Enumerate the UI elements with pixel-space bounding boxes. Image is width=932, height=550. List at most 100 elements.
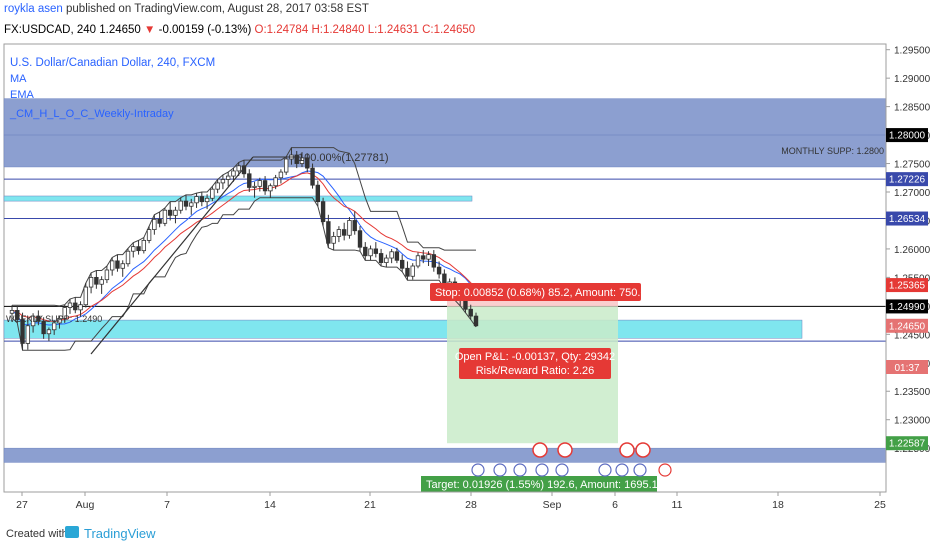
candle-body[interactable]: [109, 260, 115, 271]
candle-body[interactable]: [9, 310, 15, 314]
candle-body[interactable]: [363, 246, 368, 257]
candle-body[interactable]: [394, 251, 400, 261]
candle-body[interactable]: [125, 250, 131, 265]
candle-body[interactable]: [463, 299, 468, 310]
candle-body[interactable]: [294, 154, 299, 164]
candle-body[interactable]: [436, 266, 442, 275]
candle-body[interactable]: [426, 254, 431, 260]
candle-body[interactable]: [62, 307, 67, 319]
candle-body[interactable]: [405, 267, 410, 277]
candle-body[interactable]: [41, 320, 46, 335]
candle-body[interactable]: [173, 209, 178, 216]
candle-body[interactable]: [83, 286, 89, 306]
author-link[interactable]: roykla asen: [4, 3, 63, 15]
candle-body[interactable]: [57, 317, 62, 324]
candle-body[interactable]: [220, 179, 226, 184]
candle-body[interactable]: [25, 325, 31, 344]
candle-body[interactable]: [236, 165, 241, 172]
candle-body[interactable]: [88, 276, 94, 288]
candle-body[interactable]: [20, 319, 25, 344]
event-flag-icon[interactable]: [532, 442, 651, 458]
candle-body[interactable]: [189, 202, 194, 207]
candle-body[interactable]: [15, 310, 20, 320]
candle-body[interactable]: [326, 221, 331, 244]
candle-body[interactable]: [305, 157, 310, 169]
candle-body[interactable]: [199, 196, 205, 203]
x-tick-label: 11: [672, 499, 683, 511]
candle-body[interactable]: [120, 263, 125, 269]
candle-body[interactable]: [36, 315, 41, 322]
legend-indicator-ema[interactable]: EMA: [10, 89, 35, 101]
candle-body[interactable]: [146, 229, 152, 241]
candle-body[interactable]: [215, 182, 220, 190]
candle-body[interactable]: [131, 246, 136, 252]
chart-legend: U.S. Dollar/Canadian Dollar, 240, FXCM M…: [9, 57, 215, 120]
candle-body[interactable]: [262, 180, 268, 192]
candle-body[interactable]: [210, 188, 215, 199]
candle-body[interactable]: [167, 209, 173, 216]
candle-body[interactable]: [257, 180, 263, 187]
candle-body[interactable]: [410, 265, 415, 277]
candle-body[interactable]: [310, 167, 315, 186]
target-box: [421, 476, 657, 492]
candle-body[interactable]: [162, 209, 168, 224]
zones-layer: [3, 98, 887, 463]
candle-body[interactable]: [46, 329, 52, 335]
candle-body[interactable]: [415, 255, 421, 267]
candle-body[interactable]: [399, 259, 405, 269]
candle-body[interactable]: [252, 185, 257, 188]
candle-body[interactable]: [352, 220, 357, 232]
candle-body[interactable]: [104, 269, 110, 281]
candle-body[interactable]: [73, 302, 78, 311]
candle-body[interactable]: [278, 171, 284, 179]
legend-indicator-cm[interactable]: _CM_H_L_O_C_Weekly-Intraday: [9, 108, 174, 120]
candle-body[interactable]: [473, 315, 479, 327]
candle-body[interactable]: [273, 177, 278, 187]
candle-body[interactable]: [99, 279, 104, 285]
time-axis[interactable]: 27 Aug 7 14 21 28 Sep 6 11 18 25: [16, 492, 886, 511]
candle-body[interactable]: [247, 173, 252, 188]
fib-trend-line[interactable]: [90, 156, 254, 355]
candle-body[interactable]: [94, 276, 99, 285]
candle-body[interactable]: [136, 246, 141, 252]
candle-body[interactable]: [368, 248, 373, 257]
candle-body[interactable]: [384, 257, 389, 263]
candle-body[interactable]: [468, 308, 473, 317]
candle-body[interactable]: [225, 175, 231, 180]
candle-body[interactable]: [389, 251, 394, 259]
candle-body[interactable]: [357, 230, 363, 248]
candle-body[interactable]: [78, 304, 83, 311]
candle-body[interactable]: [183, 200, 189, 207]
candle-body[interactable]: [178, 200, 183, 211]
candle-body[interactable]: [283, 158, 289, 173]
candle-body[interactable]: [152, 218, 157, 230]
candle-body[interactable]: [268, 185, 273, 192]
candle-body[interactable]: [231, 170, 236, 177]
candle-body[interactable]: [331, 236, 336, 244]
candle-body[interactable]: [67, 302, 73, 308]
candle-body[interactable]: [157, 218, 162, 224]
candle-body[interactable]: [194, 196, 199, 204]
price-badge: [886, 318, 928, 333]
candle-body[interactable]: [320, 201, 326, 223]
candle-body[interactable]: [115, 260, 120, 269]
candle-body[interactable]: [30, 315, 36, 327]
tradingview-brand[interactable]: TradingView: [84, 526, 156, 541]
candle-body[interactable]: [336, 229, 342, 237]
price-chart[interactable]: 100.00%(1.27781) MONTHLY SUPP: 1.2800 WE…: [0, 42, 932, 518]
candle-body[interactable]: [141, 239, 147, 252]
candle-body[interactable]: [378, 253, 384, 263]
event-flag-icon[interactable]: [471, 463, 672, 477]
candle-body[interactable]: [347, 220, 352, 236]
candle-body[interactable]: [315, 184, 321, 203]
candle-body[interactable]: [341, 229, 347, 236]
candle-body[interactable]: [51, 322, 57, 331]
candle-body[interactable]: [373, 248, 379, 254]
symbol-label: FX:USDCAD, 240: [4, 24, 97, 36]
candle-body[interactable]: [431, 254, 437, 268]
candle-body[interactable]: [421, 255, 426, 260]
candle-body[interactable]: [299, 157, 305, 164]
economic-events[interactable]: [471, 442, 672, 477]
legend-indicator-ma[interactable]: MA: [10, 73, 27, 85]
candle-body[interactable]: [204, 197, 210, 203]
